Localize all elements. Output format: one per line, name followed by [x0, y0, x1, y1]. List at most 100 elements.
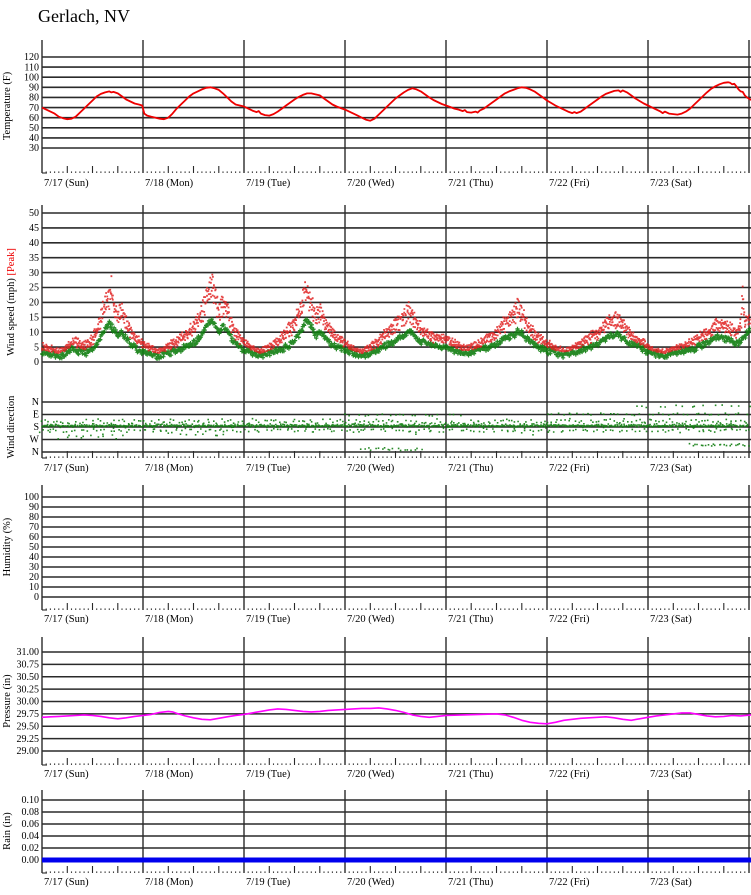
x-day-label: 7/20 (Wed)	[347, 614, 395, 625]
x-day-label: 7/23 (Sat)	[650, 178, 692, 189]
ytick-label: 29.25	[17, 734, 40, 745]
ytick-label: 45	[29, 223, 39, 234]
ytick-label: 60	[29, 113, 39, 124]
pressure-series	[41, 707, 751, 725]
x-day-label: 7/19 (Tue)	[246, 614, 291, 625]
x-day-label: 7/22 (Fri)	[549, 769, 590, 780]
ytick-label: 0.10	[22, 795, 40, 806]
x-day-label: 7/18 (Mon)	[145, 877, 194, 888]
x-day-label: 7/21 (Thu)	[448, 614, 494, 625]
ytick-label: 0	[34, 592, 39, 603]
x-major-ticks	[66, 166, 725, 173]
x-day-label: 7/21 (Thu)	[448, 463, 494, 474]
ytick-label: 100	[24, 492, 39, 503]
x-day-label: 7/20 (Wed)	[347, 463, 395, 474]
x-major-ticks	[66, 758, 725, 765]
x-day-label: 7/19 (Tue)	[246, 463, 291, 474]
ytick-label: 0.04	[22, 831, 40, 842]
x-day-label: 7/22 (Fri)	[549, 614, 590, 625]
ytick-label: 70	[29, 522, 39, 533]
ytick-label: 29.75	[17, 709, 40, 720]
ytick-label: 30.50	[17, 672, 40, 683]
x-day-label: 7/22 (Fri)	[549, 877, 590, 888]
ytick-label: 25	[29, 283, 39, 294]
x-day-label: 7/20 (Wed)	[347, 769, 395, 780]
temperature-data	[41, 81, 751, 122]
pressure-axis-label: Pressure (in)	[2, 674, 13, 728]
x-day-label: 7/20 (Wed)	[347, 877, 395, 888]
wind_direction-axis-label: Wind direction	[6, 395, 17, 459]
x-day-label: 7/19 (Tue)	[246, 769, 291, 780]
ytick-label: 29.00	[17, 746, 40, 757]
x-day-label: 7/21 (Thu)	[448, 877, 494, 888]
ytick-label: 30	[29, 268, 39, 279]
pressure-day-lines	[41, 637, 750, 765]
humidity-gridlines	[42, 496, 751, 598]
ytick-label: 10	[29, 327, 39, 338]
x-minor-ticks	[45, 171, 746, 173]
ytick-label: 110	[24, 62, 39, 73]
ytick-label: 50	[29, 208, 39, 219]
ytick-label: 100	[24, 72, 39, 83]
rain-day-labels: 7/17 (Sun) 7/18 (Mon) 7/19 (Tue) 7/20 (Wed)…	[44, 877, 692, 888]
ytick-label: 0.00	[22, 855, 40, 866]
x-minor-ticks	[45, 456, 746, 458]
ytick-label: N	[32, 397, 39, 408]
ytick-label: E	[33, 410, 39, 421]
x-day-label: 7/17 (Sun)	[44, 877, 89, 888]
x-day-label: 7/19 (Tue)	[246, 877, 291, 888]
ytick-label: 30.25	[17, 684, 40, 695]
wind-peak-series	[41, 273, 751, 354]
ytick-label: 0	[34, 357, 39, 368]
x-day-label: 7/17 (Sun)	[44, 178, 89, 189]
ytick-label: N	[32, 447, 39, 458]
ytick-label: S	[33, 422, 39, 433]
ytick-label: 30.75	[17, 660, 40, 671]
ytick-label: 50	[29, 123, 39, 134]
ytick-label: 30	[29, 562, 39, 573]
ytick-label: 40	[29, 133, 39, 144]
ytick-label: W	[30, 435, 40, 446]
rain-panel: 0.100.080.060.040.020.00 Rain (in) 7/17 (S…	[2, 790, 751, 888]
humidity-axis-label: Humidity (%)	[2, 517, 13, 576]
x-minor-ticks	[45, 763, 746, 765]
ytick-label: 30.00	[17, 697, 40, 708]
x-day-label: 7/23 (Sat)	[650, 877, 692, 888]
x-minor-ticks	[45, 871, 746, 873]
x-major-ticks	[66, 603, 725, 610]
x-day-label: 7/17 (Sun)	[44, 463, 89, 474]
x-day-label: 7/18 (Mon)	[145, 178, 194, 189]
x-day-label: 7/17 (Sun)	[44, 769, 89, 780]
x-day-label: 7/23 (Sat)	[650, 614, 692, 625]
x-day-label: 7/17 (Sun)	[44, 614, 89, 625]
ytick-label: 90	[29, 83, 39, 94]
ytick-label: 29.50	[17, 721, 40, 732]
ytick-label: 35	[29, 253, 39, 264]
x-day-label: 7/18 (Mon)	[145, 463, 194, 474]
humidity-day-lines	[41, 485, 750, 610]
x-minor-ticks	[45, 608, 746, 610]
ytick-label: 0.02	[22, 843, 40, 854]
x-day-label: 7/21 (Thu)	[448, 178, 494, 189]
x-day-label: 7/23 (Sat)	[650, 463, 692, 474]
x-day-label: 7/18 (Mon)	[145, 614, 194, 625]
pressure-data	[41, 707, 751, 725]
temperature-day-lines	[41, 40, 750, 173]
ytick-label: 80	[29, 512, 39, 523]
wind_speed-axis-label: Wind speed (mph) [Peak]	[6, 248, 17, 356]
ytick-label: 30	[29, 143, 39, 154]
humidity-day-labels: 7/17 (Sun) 7/18 (Mon) 7/19 (Tue) 7/20 (Wed)…	[44, 614, 692, 625]
ytick-label: 120	[24, 52, 39, 63]
rain-gridlines	[42, 799, 751, 861]
